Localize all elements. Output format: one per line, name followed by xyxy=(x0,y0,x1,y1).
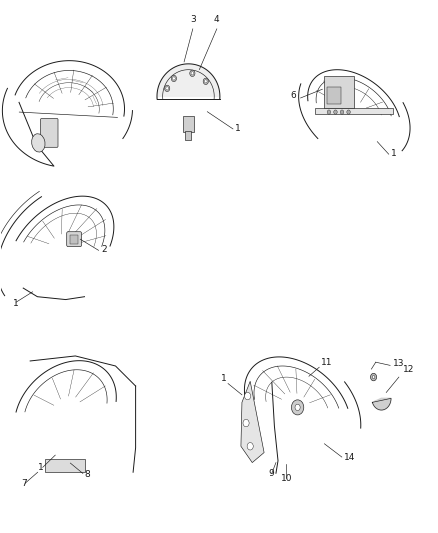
Text: 1: 1 xyxy=(391,149,397,158)
Circle shape xyxy=(327,110,331,114)
Text: 1: 1 xyxy=(39,463,44,472)
Bar xyxy=(327,86,341,104)
Bar xyxy=(183,116,194,132)
Polygon shape xyxy=(157,64,220,99)
Text: 1: 1 xyxy=(234,124,240,133)
Circle shape xyxy=(173,77,175,80)
Circle shape xyxy=(243,419,249,427)
Circle shape xyxy=(334,110,337,114)
Text: 1: 1 xyxy=(221,374,226,383)
Text: 9: 9 xyxy=(268,470,274,479)
Circle shape xyxy=(291,400,304,415)
Circle shape xyxy=(295,404,300,410)
Text: 3: 3 xyxy=(190,15,196,25)
Circle shape xyxy=(191,72,194,75)
FancyBboxPatch shape xyxy=(67,232,81,247)
Circle shape xyxy=(247,442,253,450)
Circle shape xyxy=(166,87,169,90)
Polygon shape xyxy=(241,381,264,463)
Text: 8: 8 xyxy=(85,470,90,479)
Circle shape xyxy=(340,110,344,114)
Circle shape xyxy=(203,78,208,85)
Text: 6: 6 xyxy=(290,91,296,100)
Text: 10: 10 xyxy=(280,474,292,483)
Circle shape xyxy=(165,85,170,92)
Circle shape xyxy=(205,80,207,83)
Circle shape xyxy=(244,392,251,400)
FancyBboxPatch shape xyxy=(324,76,354,108)
Text: 14: 14 xyxy=(344,453,355,462)
Text: 1: 1 xyxy=(13,299,19,308)
Circle shape xyxy=(347,110,350,114)
Circle shape xyxy=(171,75,177,82)
Text: 2: 2 xyxy=(102,245,107,254)
Text: 12: 12 xyxy=(403,365,415,374)
Ellipse shape xyxy=(32,134,45,152)
FancyBboxPatch shape xyxy=(70,236,78,244)
Bar xyxy=(45,458,85,472)
Circle shape xyxy=(190,70,195,77)
Circle shape xyxy=(371,373,377,381)
Text: 7: 7 xyxy=(21,479,27,488)
FancyBboxPatch shape xyxy=(41,118,58,147)
Text: 4: 4 xyxy=(214,15,219,25)
Text: 13: 13 xyxy=(393,359,405,368)
Bar xyxy=(315,108,393,115)
Polygon shape xyxy=(372,398,391,410)
Text: 11: 11 xyxy=(321,358,332,367)
Circle shape xyxy=(372,375,375,378)
Bar xyxy=(185,131,191,140)
